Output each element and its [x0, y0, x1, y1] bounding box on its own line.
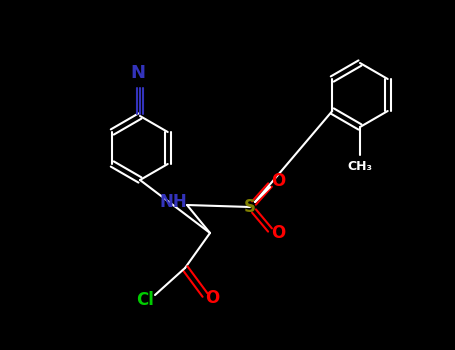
Text: O: O: [271, 224, 285, 242]
Text: O: O: [271, 172, 285, 190]
Text: S: S: [244, 198, 256, 216]
Text: Cl: Cl: [136, 291, 154, 309]
Text: O: O: [205, 289, 219, 307]
Text: N: N: [131, 64, 146, 82]
Text: CH₃: CH₃: [348, 161, 373, 174]
Text: NH: NH: [159, 193, 187, 211]
